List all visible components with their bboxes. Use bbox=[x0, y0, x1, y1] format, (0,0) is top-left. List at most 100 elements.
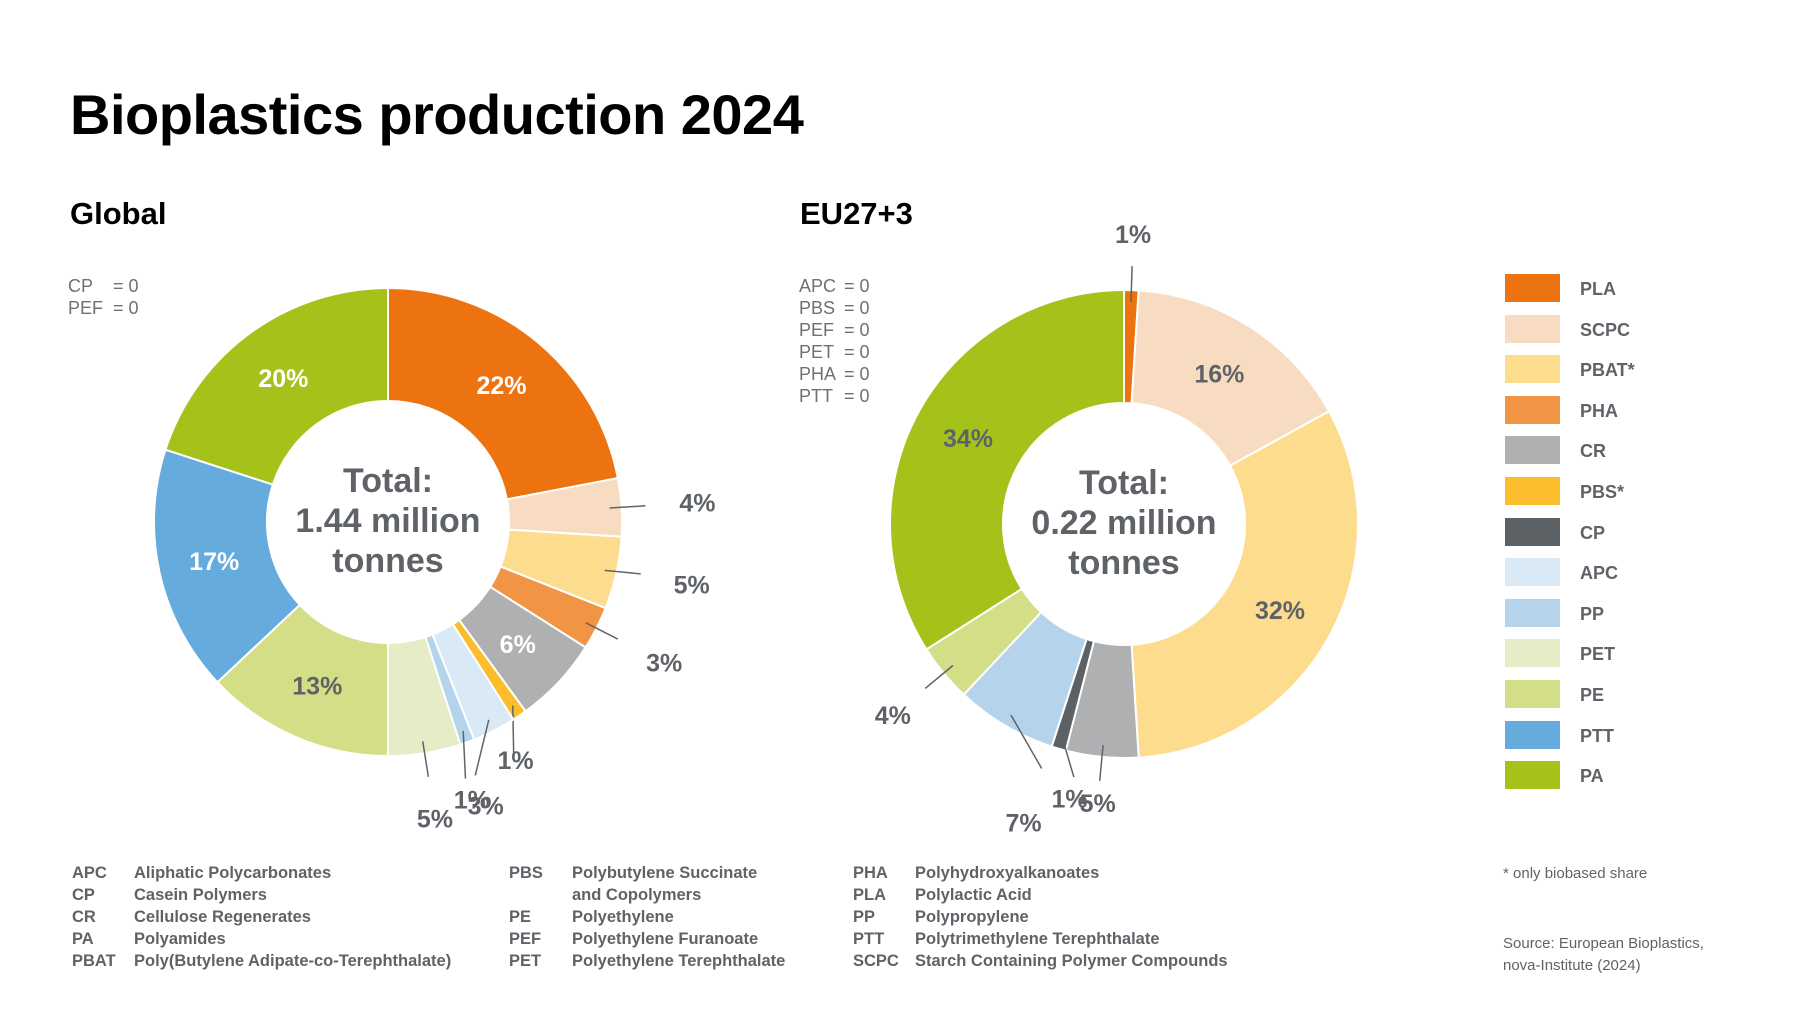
abbreviation-column: PHA Polyhydroxyalkanoates PLA Polylactic Ac… bbox=[853, 862, 1228, 972]
abbreviation-name: Poly(Butylene Adipate-co-Terephthalate) bbox=[134, 952, 452, 970]
abbreviation-name: Polyethylene Terephthalate bbox=[572, 952, 786, 970]
abbreviation-name: Starch Containing Polymer Compounds bbox=[915, 952, 1228, 970]
legend-swatch bbox=[1505, 639, 1560, 668]
abbreviation-name: Polybutylene Succinate bbox=[572, 864, 758, 882]
abbreviation-column: APC Aliphatic Polycarbonates CP Casein Poly… bbox=[72, 862, 451, 972]
data-label: 32% bbox=[1255, 597, 1305, 625]
legend-label: SCPC bbox=[1580, 319, 1631, 340]
slice-pa bbox=[889, 288, 1125, 651]
abbreviation-row: PE Polyethylene bbox=[509, 906, 785, 928]
source-note: Source: European Bioplastics, nova-Insti… bbox=[1503, 935, 1704, 974]
leader-line bbox=[585, 622, 619, 640]
legend-label: CP bbox=[1580, 522, 1606, 543]
data-label: 5% bbox=[1080, 790, 1116, 818]
global-zero-list: CP = 0 PEF = 0 bbox=[68, 275, 139, 319]
abbreviation-row: PBAT Poly(Butylene Adipate-co-Terephthala… bbox=[72, 950, 451, 972]
legend-item-pla: PLA bbox=[1505, 274, 1755, 304]
data-label: 5% bbox=[417, 805, 453, 833]
data-label: 34% bbox=[943, 425, 993, 453]
abbreviation-row: and Copolymers bbox=[509, 884, 785, 906]
page-title: Bioplastics production 2024 bbox=[70, 83, 804, 146]
abbreviation-key: PET bbox=[509, 952, 542, 970]
leader-line bbox=[1061, 736, 1075, 778]
abbreviation-name: Polyethylene Furanoate bbox=[572, 930, 759, 948]
legend-item-cr: CR bbox=[1505, 436, 1755, 466]
abbreviation-name: and Copolymers bbox=[572, 886, 702, 904]
data-label: 13% bbox=[292, 672, 342, 700]
zero-item: PHA = 0 bbox=[799, 364, 870, 384]
leader-line bbox=[609, 505, 646, 509]
leader-line bbox=[1010, 714, 1043, 769]
abbreviation-key: PP bbox=[853, 908, 876, 926]
abbreviation-name: Polyethylene bbox=[572, 908, 674, 926]
data-label: 16% bbox=[1194, 361, 1244, 389]
legend-label: PBAT* bbox=[1580, 360, 1635, 381]
legend-label: APC bbox=[1580, 563, 1619, 584]
legend-swatch bbox=[1505, 436, 1560, 465]
data-label: 3% bbox=[468, 793, 504, 821]
abbreviation-name: Polyhydroxyalkanoates bbox=[915, 864, 1100, 882]
abbreviation-key: PLA bbox=[853, 886, 886, 904]
legend-label: PA bbox=[1580, 766, 1604, 787]
zero-item: PTT = 0 bbox=[799, 386, 870, 406]
abbreviation-name: Polytrimethylene Terephthalate bbox=[915, 930, 1160, 948]
center-total-label: tonnes bbox=[1068, 544, 1179, 582]
data-label: 1% bbox=[1052, 786, 1088, 814]
eu-zero-list: APC = 0 PBS = 0 PEF = 0 PET = 0 PHA = 0 PTT = … bbox=[799, 275, 870, 407]
legend-label: PTT bbox=[1580, 725, 1614, 746]
global-donut-chart: 22%4%5%3%6%1%3%1%5%13%17%20%Total:1.44 m… bbox=[153, 286, 715, 833]
abbreviation-name: Casein Polymers bbox=[134, 886, 267, 904]
abbreviation-name: Polyamides bbox=[134, 930, 226, 948]
legend-item-apc: APC bbox=[1505, 558, 1755, 588]
legend-swatch bbox=[1505, 720, 1560, 749]
legend-label: PBS* bbox=[1580, 482, 1625, 502]
legend-swatch bbox=[1505, 558, 1560, 587]
data-label: 6% bbox=[500, 631, 536, 659]
legend-swatch bbox=[1505, 274, 1560, 302]
abbreviation-row: PLA Polylactic Acid bbox=[853, 884, 1228, 906]
data-label: 22% bbox=[476, 372, 526, 400]
zero-item: PEF = 0 bbox=[799, 320, 870, 340]
abbreviation-key: PA bbox=[72, 930, 94, 948]
data-label: 5% bbox=[674, 571, 710, 599]
legend-item-pa: PA bbox=[1505, 761, 1755, 791]
eu-chart-title: EU27+3 bbox=[800, 196, 913, 231]
legend-swatch bbox=[1505, 477, 1560, 505]
legend-swatch bbox=[1505, 355, 1560, 384]
legend-label: PLA bbox=[1580, 279, 1616, 299]
legend-label: PP bbox=[1580, 603, 1605, 624]
abbreviation-row: PHA Polyhydroxyalkanoates bbox=[853, 862, 1228, 884]
abbreviation-key: PTT bbox=[853, 930, 885, 948]
center-total-label: tonnes bbox=[332, 542, 443, 580]
slice-pbat bbox=[1130, 409, 1359, 759]
zero-item: PBS = 0 bbox=[799, 298, 870, 318]
legend-item-pha: PHA bbox=[1505, 395, 1755, 426]
data-label: 1% bbox=[1115, 221, 1151, 249]
data-label: 7% bbox=[1005, 810, 1041, 838]
legend-item-ptt: PTT bbox=[1505, 720, 1755, 751]
zero-item: CP = 0 bbox=[68, 276, 139, 296]
legend-item-scpc: SCPC bbox=[1505, 314, 1755, 345]
legend-swatch bbox=[1505, 761, 1560, 790]
leader-line bbox=[924, 664, 954, 690]
legend-item-pp: PP bbox=[1505, 598, 1755, 629]
abbreviation-row: PP Polypropylene bbox=[853, 906, 1228, 928]
leader-line bbox=[462, 730, 467, 779]
abbreviation-key: PE bbox=[509, 908, 532, 926]
abbreviation-name: Polypropylene bbox=[915, 908, 1029, 926]
abbreviation-key: APC bbox=[72, 864, 107, 882]
slice-scpc bbox=[1130, 289, 1331, 468]
abbreviation-row: PA Polyamides bbox=[72, 928, 451, 950]
data-label: 4% bbox=[679, 490, 715, 518]
abbreviation-row: CP Casein Polymers bbox=[72, 884, 451, 906]
abbreviation-key: PEF bbox=[509, 930, 542, 948]
leader-line bbox=[421, 741, 430, 777]
legend-swatch bbox=[1505, 598, 1560, 627]
data-label: 3% bbox=[646, 650, 682, 678]
abbreviation-row: PBS Polybutylene Succinate bbox=[509, 862, 785, 884]
legend-item-cp: CP bbox=[1505, 517, 1755, 548]
abbreviation-key: CR bbox=[72, 908, 96, 926]
leader-line bbox=[1098, 744, 1104, 781]
abbreviation-name: Aliphatic Polycarbonates bbox=[134, 864, 332, 882]
center-total-label: Total: bbox=[343, 462, 433, 500]
